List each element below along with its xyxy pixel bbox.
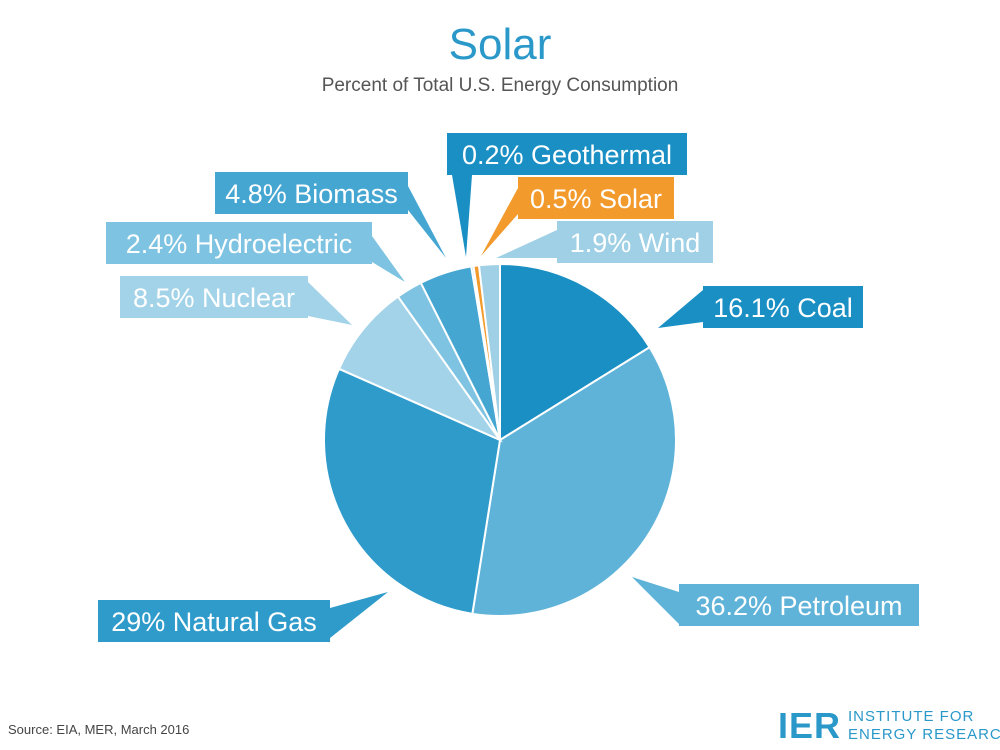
label-box-natural-gas — [98, 600, 330, 642]
logo-line-1: INSTITUTE FOR — [848, 708, 975, 725]
chart-title: Solar — [448, 20, 552, 69]
label-box-geothermal — [447, 133, 687, 175]
label-hydroelectric: 2.4% Hydroelectric — [106, 222, 405, 282]
data-label-petroleum: 36.2% Petroleum — [695, 591, 902, 621]
label-solar: 0.5% Solar — [481, 177, 674, 256]
label-box-coal — [703, 286, 863, 328]
label-biomass: 4.8% Biomass — [215, 172, 446, 258]
label-pointer-biomass — [408, 186, 446, 258]
chart-subtitle: Percent of Total U.S. Energy Consumption — [321, 75, 679, 96]
data-label-natural-gas: 29% Natural Gas — [111, 607, 317, 637]
label-box-petroleum — [679, 584, 919, 626]
label-nuclear: 8.5% Nuclear — [120, 276, 352, 325]
data-label-nuclear: 8.5% Nuclear — [133, 283, 295, 313]
label-petroleum: 36.2% Petroleum — [632, 577, 919, 626]
label-box-nuclear — [120, 276, 308, 318]
label-coal: 16.1% Coal — [658, 286, 863, 328]
logo-mark: IER — [778, 705, 842, 746]
pie-slice-natural-gas — [323, 367, 502, 615]
label-geothermal: 0.2% Geothermal — [447, 133, 687, 257]
label-pointer-nuclear — [308, 282, 352, 325]
label-pointer-geothermal — [452, 175, 472, 257]
data-label-solar: 0.5% Solar — [530, 184, 662, 214]
pie-slice-coal — [499, 262, 651, 442]
label-box-biomass — [215, 172, 408, 214]
data-label-wind: 1.9% Wind — [570, 228, 701, 258]
pie-slice-petroleum — [471, 345, 678, 617]
label-pointer-solar — [481, 188, 518, 256]
source-note: Source: EIA, MER, March 2016 — [8, 722, 190, 737]
label-box-solar — [518, 177, 674, 219]
data-label-hydroelectric: 2.4% Hydroelectric — [126, 229, 353, 259]
data-label-biomass: 4.8% Biomass — [225, 179, 398, 209]
label-box-wind — [557, 221, 713, 263]
pie-slice-nuclear — [337, 295, 503, 443]
label-box-hydroelectric — [106, 222, 372, 264]
label-pointer-hydroelectric — [372, 236, 405, 282]
pie-slice-wind — [477, 262, 501, 441]
label-natural-gas: 29% Natural Gas — [98, 592, 388, 642]
label-pointer-coal — [658, 290, 703, 328]
label-pointer-petroleum — [632, 577, 679, 624]
data-label-coal: 16.1% Coal — [713, 293, 853, 323]
label-pointer-natural-gas — [330, 592, 388, 638]
label-wind: 1.9% Wind — [496, 221, 713, 263]
label-pointer-wind — [496, 230, 557, 258]
logo-line-2: ENERGY RESEARCH — [848, 726, 1000, 743]
data-label-geothermal: 0.2% Geothermal — [462, 140, 672, 170]
